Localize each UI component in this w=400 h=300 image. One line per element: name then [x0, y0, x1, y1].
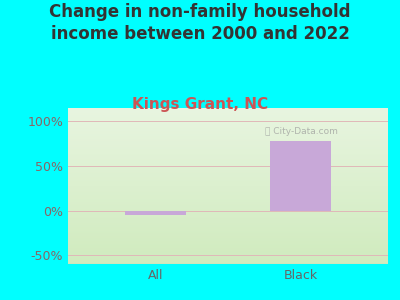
Text: ⓘ City-Data.com: ⓘ City-Data.com	[265, 127, 338, 136]
Bar	[125, 211, 186, 215]
Bar	[270, 141, 331, 211]
Text: Change in non-family household
income between 2000 and 2022: Change in non-family household income be…	[49, 3, 351, 43]
Text: Kings Grant, NC: Kings Grant, NC	[132, 98, 268, 112]
